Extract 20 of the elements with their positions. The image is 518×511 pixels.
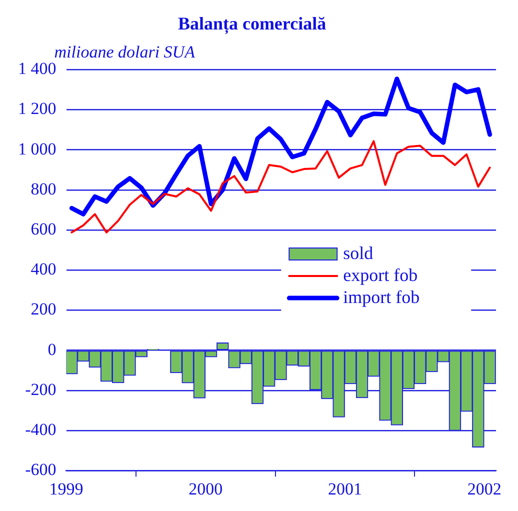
y-tick-label: 1 000 — [18, 139, 56, 158]
y-tick-label: 800 — [30, 179, 56, 198]
x-tick-label: 2002 — [467, 479, 502, 498]
x-tick-label: 2001 — [328, 479, 362, 498]
y-tick-label: 1 400 — [18, 59, 56, 78]
y-tick-label: 400 — [30, 260, 56, 279]
legend-label: export fob — [343, 264, 418, 285]
y-tick-label: -200 — [25, 380, 56, 399]
y-tick-label: -400 — [25, 420, 56, 439]
y-axis-title: milioane dolari SUA — [54, 42, 196, 62]
y-tick-label: -600 — [25, 460, 56, 480]
legend-label: import fob — [343, 286, 420, 307]
y-tick-label: 0 — [48, 340, 56, 359]
legend-label: sold — [343, 242, 374, 263]
y-tick-label: 600 — [30, 219, 56, 238]
x-tick-label: 2000 — [188, 479, 223, 498]
chart-title: Balanța comercială — [178, 13, 326, 34]
y-tick-label: 1 200 — [18, 99, 56, 118]
y-tick-label: 200 — [30, 300, 56, 319]
x-tick-label: 1999 — [49, 479, 84, 498]
